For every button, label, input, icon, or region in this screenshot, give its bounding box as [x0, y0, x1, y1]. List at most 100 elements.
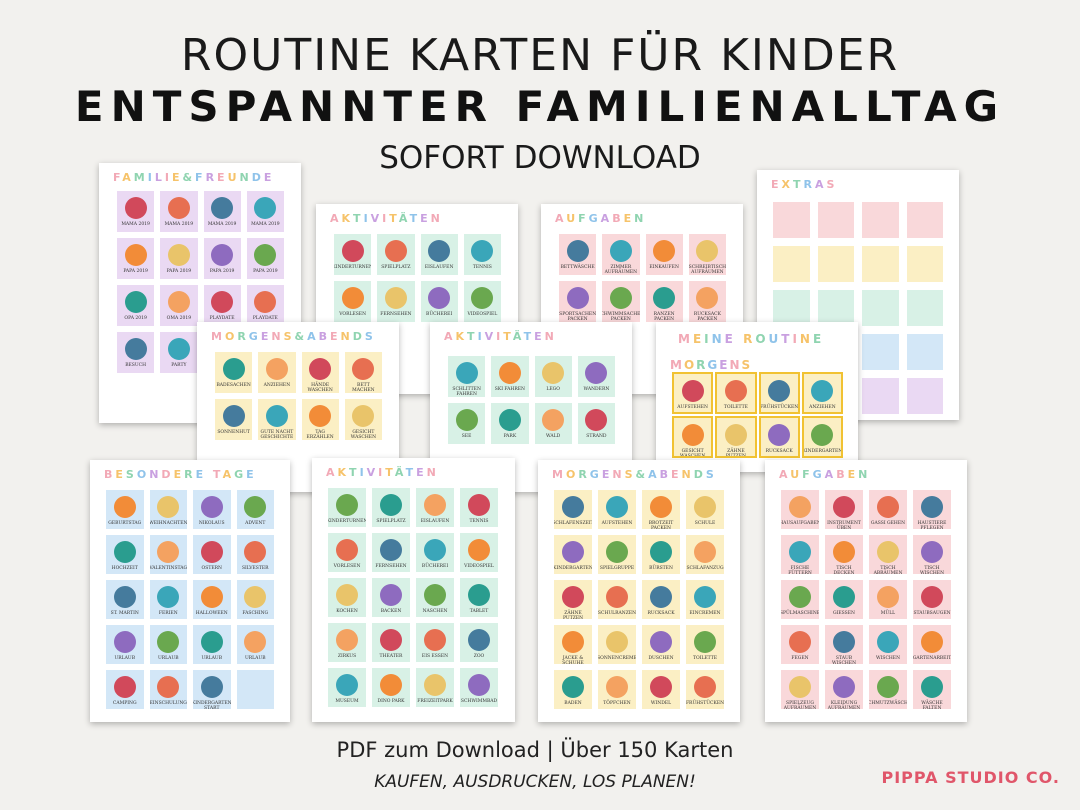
card-illustration-icon [424, 674, 446, 696]
card-illustration-icon [244, 631, 267, 653]
sheet-title: AKTIVITÄTEN [444, 330, 557, 343]
card-illustration-icon [877, 676, 899, 698]
routine-card: TISCH ABRÄUMEN [869, 535, 907, 574]
routine-card: PAPA 2019 [246, 238, 284, 279]
routine-card: RUCKSACK [758, 416, 800, 458]
routine-card: MAMA 2019 [203, 191, 241, 232]
routine-card: INSTRUMENT ÜBEN [825, 490, 863, 529]
card-label: HALLOWEEN [195, 611, 228, 616]
card-illustration-icon [789, 631, 811, 653]
card-label: SPORTSACHEN PACKEN [559, 312, 597, 322]
card-illustration-icon [789, 541, 811, 563]
card-illustration-icon [309, 405, 332, 427]
routine-card: FRÜHSTÜCKEN [686, 670, 724, 709]
card-illustration-icon [428, 287, 451, 309]
card-illustration-icon [254, 291, 277, 313]
card-label: KINDERTURNEN [334, 265, 372, 270]
routine-card: KINDERGARTEN START [193, 670, 231, 709]
card-illustration-icon [811, 380, 834, 402]
routine-card: GIESSEN [825, 580, 863, 619]
card-illustration-icon [157, 676, 180, 698]
card-label: STRAND [586, 434, 607, 439]
card-illustration-icon [254, 244, 277, 266]
card-illustration-icon [384, 287, 407, 309]
card-label: BADEN [564, 701, 582, 706]
sheet-title: MORGENS&ABENDS [211, 330, 376, 343]
card-label: ZIRKUS [337, 654, 357, 659]
routine-card: KINDERGARTEN [801, 416, 844, 458]
card-label: STAUB WISCHEN [831, 656, 857, 664]
routine-card: BROTZEIT PACKEN [642, 490, 680, 529]
routine-card: ANZIEHEN [258, 352, 296, 393]
card-illustration-icon [124, 338, 147, 360]
routine-card: WEIHNACHTEN [149, 490, 187, 529]
routine-card: SCHULRANZEN [598, 580, 636, 619]
download-tagline: SOFORT DOWNLOAD [379, 140, 701, 176]
card-illustration-icon [200, 586, 223, 608]
main-subtitle: ENTSPANNTER FAMILIENALLTAG [74, 82, 1006, 131]
routine-card: HAUSTIERE PFLEGEN [913, 490, 951, 529]
card-label: BADESACHEN [216, 383, 251, 388]
routine-card: BETT MACHEN [344, 352, 382, 393]
card-illustration-icon [244, 496, 267, 518]
routine-card: ST. MARTIN [106, 580, 144, 619]
card-illustration-icon [609, 287, 632, 309]
routine-card: SCHLAFANZUG [686, 535, 724, 574]
card-illustration-icon [341, 287, 364, 309]
card-label: TABLET [469, 609, 489, 614]
routine-card [236, 670, 274, 709]
card-illustration-icon [167, 244, 190, 266]
card-label: SPIELPLATZ [376, 519, 406, 524]
card-label: CAMPING [112, 701, 137, 706]
card-label: OSTERN [201, 566, 222, 571]
routine-card: FASCHING [236, 580, 274, 619]
call-to-action: KAUFEN, AUSDRUCKEN, LOS PLANEN! [374, 772, 696, 792]
routine-card: TENNIS [463, 234, 501, 275]
card-label: STAUBSAUGEN [913, 611, 951, 616]
routine-card: PLAYDATE [203, 285, 241, 326]
card-illustration-icon [471, 287, 494, 309]
card-illustration-icon [811, 424, 834, 446]
card-label: ANZIEHEN [263, 383, 291, 388]
routine-card: ZÄHNE PUTZEN [554, 580, 592, 619]
routine-card: ZOO [460, 623, 498, 662]
card-illustration-icon [566, 240, 589, 262]
card-illustration-icon [696, 287, 719, 309]
card-illustration-icon [455, 362, 478, 384]
card-illustration-icon [468, 494, 490, 516]
routine-card: STRAND [577, 403, 615, 444]
routine-card: VIDEOSPIEL [460, 533, 498, 572]
card-label: WINDEL [650, 701, 672, 706]
routine-card: SPIELGRUPPE [598, 535, 636, 574]
card-label: AUFSTEHEN [601, 521, 633, 526]
card-label: FERIEN [158, 611, 178, 616]
sheet-title: AUFGABEN [779, 468, 871, 481]
card-label: OPA 2019 [124, 316, 147, 321]
routine-card: OMA 2019 [160, 285, 198, 326]
card-label: SKI FAHREN [494, 387, 525, 392]
card-illustration-icon [606, 541, 628, 563]
routine-card: VIDEOSPIEL [463, 281, 501, 322]
routine-card: DUSCHEN [642, 625, 680, 664]
routine-card: FREIZEITPARK [416, 668, 454, 707]
card-illustration-icon [157, 541, 180, 563]
card-label: GASSI GEHEN [870, 521, 906, 526]
sheet-title: AKTIVITÄTEN [330, 212, 443, 225]
card-label: VIDEOSPIEL [467, 312, 498, 317]
card-label: URLAUB [244, 656, 266, 661]
blank-card [862, 378, 899, 414]
card-label: KINDERGARTEN [554, 566, 592, 571]
card-label: PAPA 2019 [123, 269, 148, 274]
card-label: PAPA 2019 [253, 269, 278, 274]
card-illustration-icon [200, 631, 223, 653]
sheet-morgens-abends-mid: MORGENS&ABENDS BADESACHEN ANZIEHEN HÄNDE W… [197, 322, 399, 492]
routine-card: ANZIEHEN [801, 372, 844, 414]
card-illustration-icon [562, 676, 584, 698]
routine-card: EISLAUFEN [416, 488, 454, 527]
routine-card: SPIELPLATZ [372, 488, 410, 527]
blank-card [906, 334, 943, 370]
card-label: ZÄHNE PUTZEN [726, 449, 746, 456]
routine-card: GUTE NACHT GESCHICHTE [258, 399, 296, 440]
card-illustration-icon [768, 380, 791, 402]
card-illustration-icon [352, 358, 375, 380]
